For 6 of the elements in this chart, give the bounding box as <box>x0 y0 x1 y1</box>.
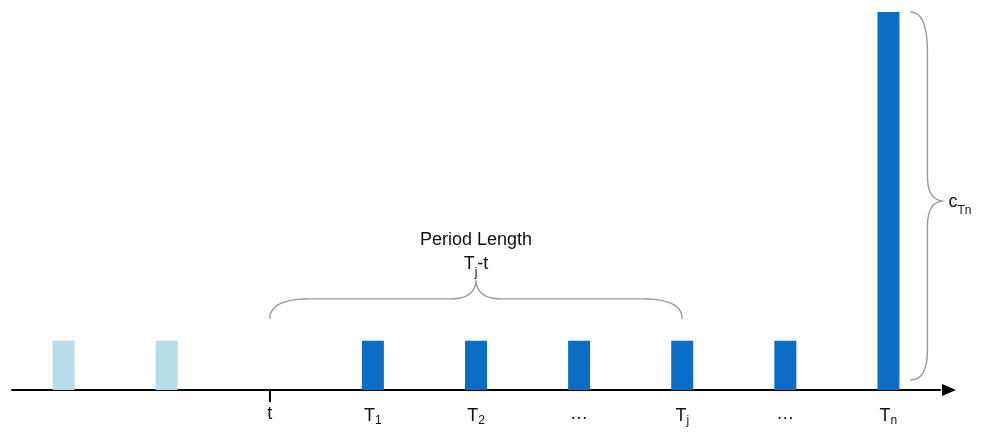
text: c$_{Tn}$ <box>948 191 972 217</box>
annotation: Period Length <box>419 228 533 249</box>
x-tick-label: … <box>776 403 795 423</box>
annotation: T$_{j}$-t <box>463 252 489 279</box>
x-tick-label: t <box>267 403 273 423</box>
x-tick-label: … <box>570 403 589 423</box>
